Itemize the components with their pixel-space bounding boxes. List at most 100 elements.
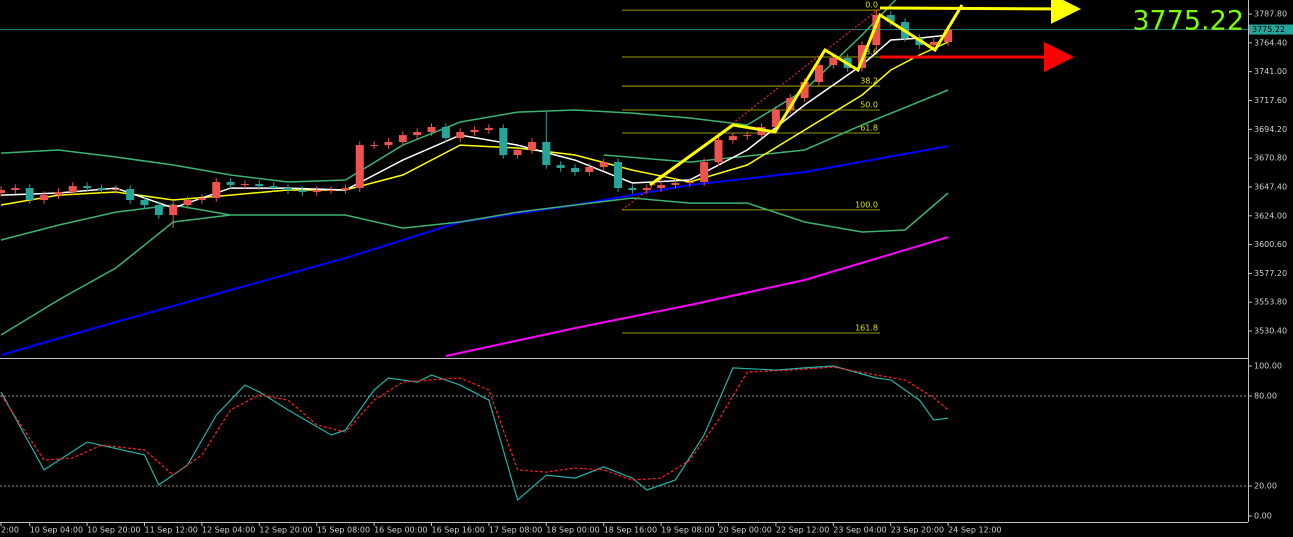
candle-body: [929, 41, 938, 46]
indicator-line: [603, 89, 949, 163]
indicator-line: [445, 236, 949, 357]
y-tick-label: 3530.40: [1254, 327, 1287, 336]
candle-body: [484, 128, 493, 131]
x-tick-label: 15 Sep 08:00: [317, 526, 370, 535]
candle-body: [398, 135, 407, 142]
price-panel: 0.0 23.6 38.2 50.0 61.8 100.0 161.8: [0, 0, 1248, 357]
candle-body: [585, 166, 594, 173]
candle-body: [944, 29, 953, 42]
y-tick-label: 3553.80: [1254, 298, 1287, 307]
candle-body: [384, 141, 393, 146]
candle-body: [111, 189, 120, 191]
candle-body: [872, 15, 881, 46]
candle-body: [571, 167, 579, 173]
candle-body: [685, 182, 694, 184]
candle-body: [183, 199, 192, 206]
x-tick-label: 22 Sep 12:00: [776, 526, 829, 535]
candle-body: [284, 188, 292, 191]
y-tick-label: 3600.60: [1254, 240, 1287, 249]
x-tick-label: 19 Sep 08:00: [661, 526, 714, 535]
candle-body: [714, 140, 723, 163]
y-tick-label: 100.00: [1254, 362, 1282, 371]
candle-body: [499, 128, 508, 156]
y-tick-label: 3624.00: [1254, 211, 1287, 220]
y-tick-label: 0.00: [1254, 512, 1272, 521]
target-arrow: [879, 0, 1081, 24]
candle-body: [312, 190, 321, 192]
candle-body: [771, 109, 780, 127]
candle-body: [298, 190, 307, 192]
stochastic-panel: [0, 365, 1248, 501]
x-tick-label: 2:00: [1, 526, 19, 535]
candle-body: [54, 191, 63, 196]
x-tick-label: 23 Sep 04:00: [833, 526, 886, 535]
fib-label: 23.6: [860, 48, 878, 57]
y-tick-label: 3670.80: [1254, 154, 1287, 163]
x-tick-label: 16 Sep 00:00: [374, 526, 427, 535]
candle-body: [743, 135, 752, 137]
x-tick-label: 10 Sep 20:00: [87, 526, 140, 535]
fib-label: 161.8: [855, 324, 878, 333]
current-price-big: 3775.22: [1132, 6, 1244, 37]
y-tick-label: 3741.00: [1254, 67, 1287, 76]
fib-trendline: [621, 7, 881, 211]
fib-label: 0.0: [865, 1, 878, 10]
candle-body: [642, 188, 651, 191]
candle-body: [657, 184, 666, 189]
candle-body: [255, 183, 264, 187]
candle-body: [427, 126, 436, 133]
candle-body: [370, 145, 379, 147]
candle-body: [441, 126, 450, 139]
candle-body: [0, 190, 5, 193]
x-tick-label: 17 Sep 08:00: [489, 526, 542, 535]
candle-body: [728, 136, 737, 141]
x-tick-label: 12 Sep 04:00: [202, 526, 255, 535]
candle-body: [169, 205, 178, 216]
x-tick-label: 23 Sep 20:00: [891, 526, 944, 535]
candle-body: [140, 199, 149, 206]
y-tick-label: 3694.20: [1254, 125, 1287, 134]
x-tick-label: 12 Sep 20:00: [259, 526, 312, 535]
candle-body: [671, 183, 680, 185]
candle-body: [355, 145, 364, 189]
candle-body: [83, 186, 92, 189]
candle-body: [212, 182, 221, 199]
candle-body: [614, 162, 623, 189]
candle-body: [240, 183, 249, 185]
candle-body: [513, 149, 522, 156]
candle-body: [25, 188, 34, 200]
x-tick-label: 24 Sep 12:00: [948, 526, 1001, 535]
candle-body: [68, 186, 77, 192]
current-price-box: [1249, 24, 1293, 35]
candle-body: [829, 58, 838, 66]
y-tick-label: 80.00: [1254, 392, 1277, 401]
candle-body: [599, 162, 608, 167]
x-tick-label: 10 Sep 04:00: [30, 526, 83, 535]
fib-label: 50.0: [860, 100, 878, 109]
candle-body: [413, 132, 422, 136]
current-price-label: 3775.22: [1252, 25, 1285, 34]
candle-body: [226, 182, 235, 185]
candle-body: [786, 98, 795, 110]
y-tick-label: 3787.80: [1254, 10, 1287, 19]
indicator-line: [0, 365, 949, 501]
x-tick-label: 18 Sep 16:00: [604, 526, 657, 535]
candle-body: [700, 162, 709, 183]
candle-body: [327, 190, 336, 192]
candle-body: [341, 188, 350, 191]
candle-body: [886, 15, 895, 23]
candle-body: [126, 189, 135, 200]
x-tick-label: 18 Sep 00:00: [546, 526, 599, 535]
indicator-line: [0, 366, 949, 481]
candle-body: [556, 165, 565, 168]
drawings: [621, 0, 1081, 211]
candle-body: [814, 65, 823, 83]
fib-label: 38.2: [860, 77, 878, 86]
candle-body: [40, 195, 49, 200]
candle-body: [11, 188, 20, 191]
x-tick-label: 20 Sep 00:00: [719, 526, 772, 535]
wave-path: [649, 4, 964, 187]
candle-body: [269, 186, 278, 189]
